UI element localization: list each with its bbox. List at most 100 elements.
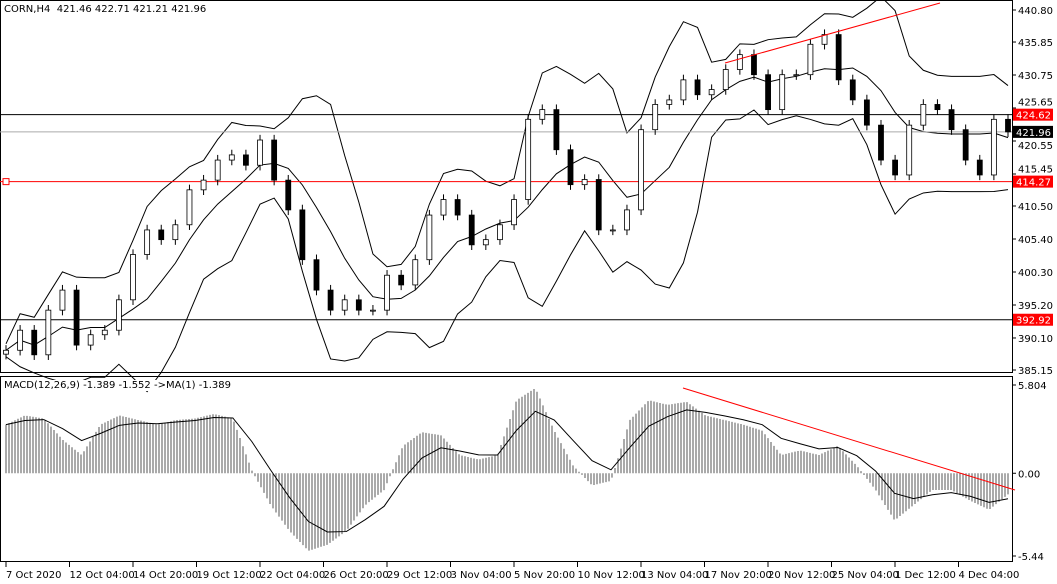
y-tick-label: 435.85 — [1018, 38, 1053, 49]
y-tick-label: 415.45 — [1018, 165, 1053, 176]
candle — [172, 224, 179, 241]
candle — [17, 329, 24, 351]
x-tick-label: 22 Oct 04:00 — [260, 570, 325, 581]
candle — [285, 179, 292, 211]
macd-y-tick-label: 0.00 — [1018, 469, 1040, 480]
level-anchor-handle[interactable] — [2, 178, 10, 186]
candle — [638, 129, 644, 211]
candle — [130, 254, 136, 301]
candle — [835, 34, 842, 81]
price-trendline[interactable] — [724, 2, 941, 64]
macd-y-tick-label: -5.44 — [1018, 552, 1044, 563]
y-tick-label: 430.75 — [1018, 71, 1053, 82]
y-tick-label: 420.55 — [1018, 141, 1053, 152]
x-tick-label: 17 Nov 20:00 — [705, 570, 772, 581]
y-tick-label: 390.10 — [1018, 334, 1053, 345]
x-tick-label: 10 Nov 12:00 — [578, 570, 645, 581]
candle — [934, 104, 941, 111]
macd-signal-line — [5, 409, 1009, 533]
candle — [793, 74, 800, 77]
candle — [341, 299, 348, 311]
x-tick-label: 26 Oct 20:00 — [324, 570, 389, 581]
candle — [228, 154, 235, 161]
candle — [722, 69, 729, 90]
candle — [652, 104, 659, 131]
y-tick-label: 400.30 — [1018, 268, 1053, 279]
candle — [412, 259, 419, 286]
y-tick-label: 405.40 — [1018, 235, 1053, 246]
ohlc-values: 421.46 422.71 421.21 421.96 — [56, 4, 207, 15]
candle — [878, 124, 884, 161]
bollinger-middle — [5, 67, 1009, 351]
candle — [482, 239, 489, 246]
current-price-label: 421.96 — [1016, 128, 1051, 139]
candle — [680, 79, 687, 101]
candle — [609, 229, 616, 232]
candle — [426, 214, 433, 261]
candle — [370, 309, 376, 312]
level-label: 424.62 — [1016, 111, 1051, 122]
candle — [497, 224, 503, 241]
candle — [948, 109, 955, 131]
candle — [821, 34, 828, 45]
candle — [892, 159, 898, 176]
macd-trendline[interactable] — [682, 387, 1016, 491]
candle — [539, 109, 546, 120]
candle — [990, 118, 997, 176]
candle — [87, 334, 94, 346]
x-tick-label: 29 Oct 12:00 — [387, 570, 452, 581]
x-tick-label: 5 Nov 20:00 — [514, 570, 575, 581]
candle — [581, 179, 588, 186]
candle — [243, 154, 249, 166]
symbol-header: CORN,H4 421.46 422.71 421.21 421.96 — [4, 4, 207, 15]
y-tick-label: 395.20 — [1018, 301, 1053, 312]
candle — [299, 209, 306, 261]
candle — [906, 124, 913, 176]
candle — [779, 74, 786, 111]
candle — [214, 159, 221, 181]
candle — [271, 139, 278, 181]
price-pane-border — [0, 0, 1013, 373]
candle — [595, 179, 602, 231]
candle — [158, 229, 165, 241]
candle — [257, 139, 263, 166]
candle — [765, 74, 771, 111]
bollinger-upper — [5, 0, 1009, 345]
level-label-bg — [1013, 108, 1053, 121]
x-tick-label: 1 Dec 12:00 — [895, 570, 956, 581]
candle — [101, 329, 108, 336]
candle — [666, 99, 673, 105]
candle — [962, 129, 969, 161]
level-label: 414.27 — [1016, 178, 1051, 189]
candle — [200, 179, 207, 191]
x-tick-label: 13 Nov 04:00 — [641, 570, 708, 581]
level-label: 392.92 — [1016, 316, 1051, 327]
candle — [567, 149, 574, 186]
candle — [468, 214, 475, 246]
y-tick-label: 410.50 — [1018, 202, 1053, 213]
candle — [863, 99, 870, 126]
candle — [31, 329, 38, 356]
candle — [976, 159, 983, 176]
bollinger-lower — [5, 109, 1009, 393]
candle — [45, 309, 52, 356]
candle — [624, 209, 630, 231]
candle — [3, 349, 9, 355]
candle — [807, 43, 814, 76]
candle — [708, 89, 715, 96]
symbol-label: CORN,H4 — [4, 4, 51, 15]
x-tick-label: 14 Oct 20:00 — [133, 570, 198, 581]
candle — [313, 259, 320, 291]
x-tick-label: 3 Nov 04:00 — [451, 570, 512, 581]
x-tick-label: 7 Oct 2020 — [6, 570, 61, 581]
candle — [511, 199, 517, 226]
candle — [920, 104, 927, 126]
x-tick-label: 19 Oct 12:00 — [197, 570, 262, 581]
y-tick-label: 425.65 — [1018, 98, 1053, 109]
level-label-bg — [1013, 175, 1053, 188]
macd-pane-border — [0, 376, 1013, 562]
candle — [355, 299, 362, 311]
level-label-bg — [1013, 313, 1053, 326]
